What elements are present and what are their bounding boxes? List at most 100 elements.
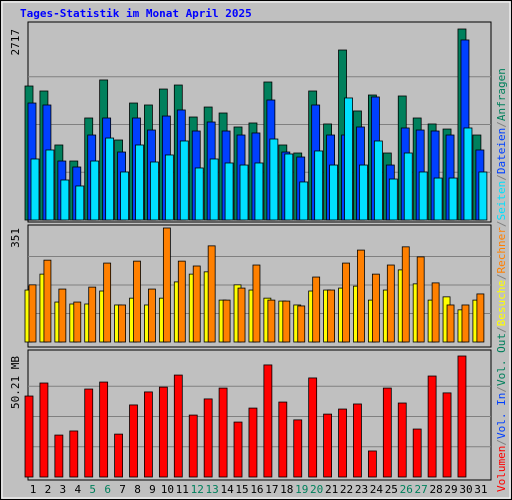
bar [105,137,115,221]
x-tick-label: 15 [235,483,248,496]
bar [75,185,85,221]
x-tick-label: 30 [459,483,472,496]
legend: Volumen/Vol. In/Vol. Out/Besuche/Rechner… [495,68,508,492]
bar [308,377,318,478]
bar [164,154,174,221]
bar [177,260,186,343]
x-tick-label: 12 [191,483,204,496]
bar [293,419,303,478]
bar [84,388,94,478]
bar [373,140,383,221]
bar [427,375,437,478]
x-tick-label: 8 [134,483,141,496]
bar [412,428,422,478]
bar [386,264,395,343]
bar [248,407,258,478]
x-tick-label: 21 [325,483,338,496]
bar [224,162,234,221]
bar [144,391,153,478]
bar [58,288,67,343]
x-tick-label: 13 [206,483,219,496]
x-tick-label: 3 [60,483,67,496]
bar [188,414,198,478]
x-tick-label: 22 [340,483,353,496]
bar [457,355,467,478]
bar [209,158,219,221]
bar [233,421,243,478]
x-tick-label: 29 [444,483,457,496]
bar [207,245,216,343]
bar [158,386,168,478]
legend-entry: Volumen [495,446,508,492]
x-tick-label: 16 [250,483,263,496]
bar [357,249,365,343]
legend-separator: / [495,220,508,227]
x-tick-label: 9 [149,483,156,496]
legend-entry: Dateien [495,128,508,174]
x-tick-label: 14 [220,483,234,496]
bar [99,381,109,478]
bar [367,450,377,478]
bar [401,246,410,343]
x-tick-label: 23 [355,483,368,496]
y-tick-label: 50.21 MB [9,356,22,409]
bar [433,177,443,221]
bar [252,264,261,343]
x-tick-label: 2 [45,483,52,496]
bar [120,171,129,221]
x-tick-label: 19 [295,483,308,496]
bar [448,177,458,221]
bar [237,287,246,343]
bar [24,395,34,478]
bar [39,382,49,478]
bar [282,300,291,343]
bar [442,392,452,478]
bar [133,260,141,343]
bar [297,305,306,343]
bar [88,286,97,343]
legend-separator: / [495,273,508,280]
x-tick-label: 5 [89,483,96,496]
bar [162,227,171,343]
bar [327,289,336,343]
bar [418,171,428,221]
bar [254,162,264,221]
legend-separator: / [495,121,508,128]
bar [90,160,100,221]
x-tick-label: 27 [415,483,428,496]
bar [148,288,156,343]
legend-entry: Rechner [495,227,508,274]
x-tick-label: 25 [385,483,398,496]
bar [60,179,70,221]
bar [103,262,112,343]
y-tick-label: 351 [9,228,22,248]
bar [299,181,309,221]
x-tick-label: 4 [74,483,81,496]
x-tick-label: 7 [119,483,126,496]
x-tick-label: 20 [310,483,323,496]
legend-entry: Vol. In [495,393,508,439]
legend-separator: / [495,174,508,181]
bar [312,276,321,343]
bar [446,304,455,343]
bar [30,158,40,221]
bar [359,164,368,221]
bar [267,299,276,343]
bar [45,149,55,221]
bar [416,256,425,343]
bar [278,401,288,478]
bar [54,434,64,478]
x-tick-label: 17 [265,483,278,496]
bar [43,259,52,343]
bar [284,153,294,221]
x-tick-label: 6 [104,483,111,496]
bar [323,413,333,478]
legend-entry: Anfragen [495,68,508,121]
bar [463,127,473,221]
x-tick-label: 11 [176,483,189,496]
x-tick-label: 18 [280,483,293,496]
bar [129,404,138,478]
bar [28,284,37,343]
